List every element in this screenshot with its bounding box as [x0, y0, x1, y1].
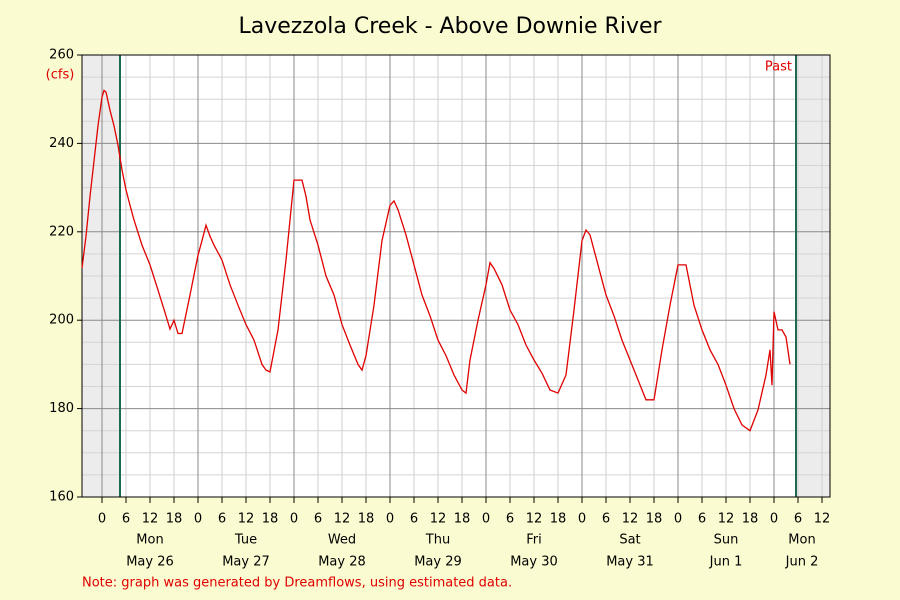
day-label: Mon: [136, 533, 163, 548]
date-label: May 31: [606, 555, 654, 570]
date-label: Jun 2: [785, 555, 819, 570]
x-tick-label: 0: [674, 512, 682, 527]
plot-frame: [81, 54, 831, 498]
date-label: May 30: [510, 555, 558, 570]
y-tick-label: 220: [49, 224, 74, 239]
x-tick-label: 18: [550, 512, 567, 527]
x-tick-label: 6: [506, 512, 514, 527]
day-label: Sat: [619, 533, 640, 548]
x-tick-label: 18: [454, 512, 471, 527]
y-tick-label: 160: [49, 490, 74, 505]
note: Note: graph was generated by Dreamflows,…: [82, 576, 512, 591]
x-tick-label: 0: [290, 512, 298, 527]
x-tick-label: 12: [814, 512, 831, 527]
y-unit: (cfs): [46, 68, 75, 83]
x-tick-label: 12: [142, 512, 159, 527]
x-tick-label: 6: [698, 512, 706, 527]
x-tick-label: 12: [622, 512, 639, 527]
day-label: Wed: [328, 533, 356, 548]
y-tick-label: 260: [49, 48, 74, 63]
day-label: Sun: [714, 533, 739, 548]
y-tick-label: 240: [49, 136, 74, 151]
date-label: May 28: [318, 555, 366, 570]
x-tick-label: 6: [602, 512, 610, 527]
date-label: May 29: [414, 555, 462, 570]
x-tick-label: 0: [578, 512, 586, 527]
day-label: Mon: [788, 533, 815, 548]
x-tick-label: 18: [646, 512, 663, 527]
day-label: Tue: [234, 533, 257, 548]
x-tick-label: 6: [794, 512, 802, 527]
x-tick-label: 12: [718, 512, 735, 527]
x-tick-label: 0: [194, 512, 202, 527]
x-tick-label: 6: [410, 512, 418, 527]
x-tick-label: 18: [742, 512, 759, 527]
flow-line: [81, 89, 791, 432]
x-tick-label: 18: [166, 512, 183, 527]
date-label: Jun 1: [709, 555, 743, 570]
x-tick-label: 12: [430, 512, 447, 527]
day-label: Fri: [526, 533, 542, 548]
y-tick-label: 180: [49, 401, 74, 416]
x-tick-label: 12: [526, 512, 543, 527]
x-tick-label: 6: [314, 512, 322, 527]
x-tick-label: 12: [238, 512, 255, 527]
day-label: Thu: [425, 533, 450, 548]
x-tick-label: 12: [334, 512, 351, 527]
chart-title: Lavezzola Creek - Above Downie River: [238, 14, 662, 39]
x-tick-label: 6: [122, 512, 130, 527]
x-tick-label: 6: [218, 512, 226, 527]
x-tick-label: 0: [770, 512, 778, 527]
x-tick-label: 0: [386, 512, 394, 527]
past-label: Past: [765, 60, 792, 75]
date-label: May 27: [222, 555, 270, 570]
x-tick-label: 18: [262, 512, 279, 527]
x-tick-label: 18: [358, 512, 375, 527]
x-tick-label: 0: [98, 512, 106, 527]
x-tick-label: 0: [482, 512, 490, 527]
date-label: May 26: [126, 555, 174, 570]
y-tick-label: 200: [49, 313, 74, 328]
